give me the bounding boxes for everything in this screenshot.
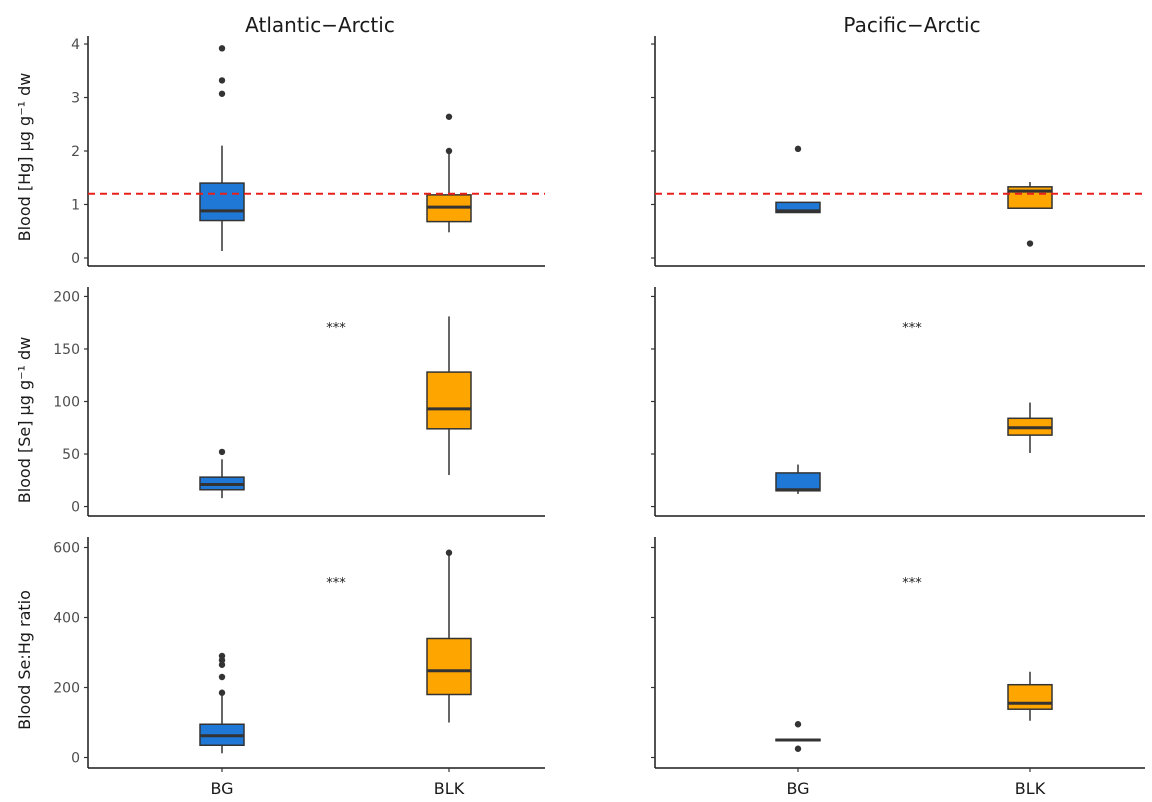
facet-title-left: Atlantic−Arctic [245, 13, 395, 37]
x-tick-label-bg-right: BG [786, 779, 809, 798]
panel-4-significance-label: *** [326, 576, 346, 591]
panel-5-blk-box [1007, 683, 1053, 710]
y-axis-title-hg: Blood [Hg] µg g⁻¹ dw [15, 73, 34, 242]
panel-2-y-tick-label: 100 [53, 395, 80, 411]
panel-4-bg-outlier-point [218, 673, 226, 681]
panel-4-bg-outlier-point [218, 689, 226, 696]
panel-1-bg-box [775, 201, 821, 214]
panel-2-blk-box [426, 371, 472, 430]
x-tick-label-bg-left: BG [210, 779, 233, 798]
panel-0-bg-box [199, 182, 245, 222]
x-tick-label-blk-left: BLK [434, 779, 465, 798]
y-axis-title-se: Blood [Se] µg g⁻¹ dw [15, 337, 34, 504]
panel-2-y-tick-label: 150 [53, 342, 80, 358]
panel-0-bg-outlier-point [218, 90, 226, 97]
panel-0-y-tick-label: 0 [71, 251, 80, 267]
panel-0-y-tick-label: 1 [71, 197, 80, 213]
panel-5-bg-outlier-point [794, 721, 802, 728]
panel-4-y-tick-label: 600 [53, 541, 80, 557]
panel-4-y-tick-label: 200 [53, 681, 80, 697]
panel-3-significance-label: *** [902, 321, 922, 336]
panel-1-blk-outlier-point [1026, 240, 1034, 247]
panel-5-bg-outlier-point [794, 745, 802, 752]
panel-0-y-tick-label: 4 [71, 37, 80, 53]
panel-1-bg-outlier-point [794, 145, 802, 153]
panel-4-bg-outlier-point [218, 661, 226, 668]
panel-4-blk-box [426, 637, 472, 696]
panel-0-bg-outlier-point [218, 45, 226, 52]
panel-4-bg-outlier-point [218, 652, 226, 660]
panel-0-bg-outlier-point [218, 77, 226, 84]
panel-4-blk-outlier-point [445, 549, 453, 556]
panel-4-y-tick-label: 0 [71, 751, 80, 767]
panel-3-bg-box [775, 472, 821, 492]
panel-0-blk-outlier-point [445, 113, 453, 120]
panel-0-y-tick-label: 3 [71, 91, 80, 107]
panel-2-bg-outlier-point [218, 448, 226, 456]
facet-title-right: Pacific−Arctic [843, 13, 980, 37]
y-axis-title-ratio: Blood Se:Hg ratio [15, 590, 34, 730]
panels-layer: 0 1 2 3 4 0 50 100 150 200 *** *** 0 200 400 600 *** *** [53, 36, 1145, 772]
panel-2-y-tick-label: 0 [71, 500, 80, 516]
panel-2-y-tick-label: 200 [53, 289, 80, 305]
panel-4-y-tick-label: 400 [53, 611, 80, 627]
panel-2-significance-label: *** [326, 321, 346, 336]
panel-5-significance-label: *** [902, 576, 922, 591]
x-tick-label-blk-right: BLK [1015, 779, 1046, 798]
panel-0-blk-outlier-point [445, 147, 453, 155]
panel-0-y-tick-label: 2 [71, 144, 80, 160]
panel-2-y-tick-label: 50 [62, 447, 80, 463]
